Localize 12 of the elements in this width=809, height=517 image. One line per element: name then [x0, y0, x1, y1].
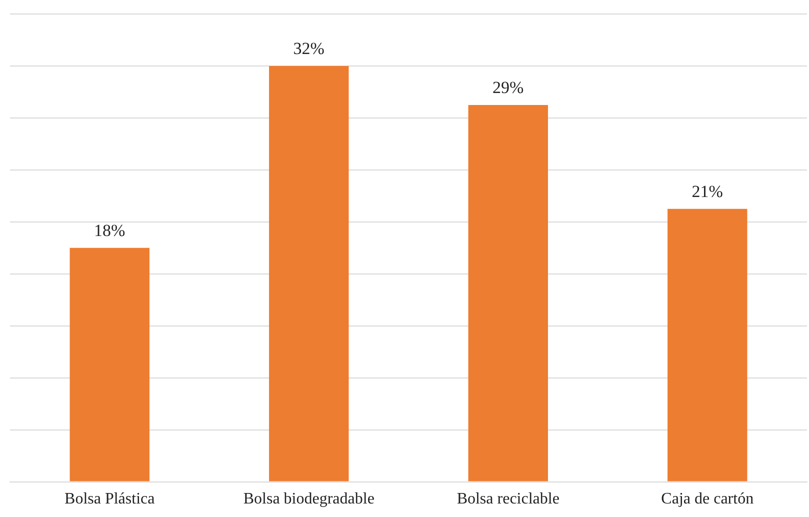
x-tick-label: Bolsa Plástica: [64, 490, 155, 508]
data-label: 18%: [94, 220, 126, 240]
x-tick-label: Bolsa biodegradable: [243, 490, 374, 508]
bar: [269, 66, 349, 482]
x-tick-label: Caja de cartón: [661, 490, 754, 508]
data-label: 21%: [692, 182, 723, 201]
bar: [468, 104, 548, 482]
x-tick-label: Bolsa reciclable: [456, 490, 560, 508]
data-label: 32%: [293, 38, 324, 58]
data-label: 29%: [492, 78, 524, 97]
bar: [70, 248, 150, 482]
bar: [668, 208, 748, 482]
